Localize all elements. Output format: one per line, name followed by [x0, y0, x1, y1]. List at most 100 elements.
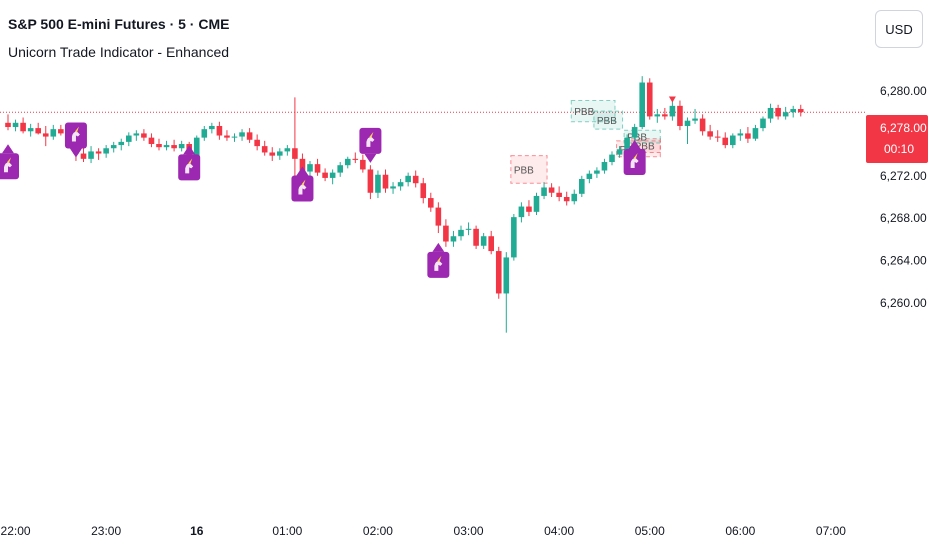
candle-body — [239, 132, 245, 137]
unicorn-icon — [298, 184, 307, 195]
candle-body — [571, 193, 578, 202]
candle-body — [322, 172, 328, 178]
candle-body — [601, 162, 608, 171]
candle-body — [80, 153, 87, 159]
marker-pointer — [69, 148, 82, 158]
unicorn-marker[interactable] — [291, 166, 314, 202]
sell-arrow-icon — [668, 96, 676, 103]
candle-body — [50, 129, 57, 137]
x-tick-label: 03:00 — [454, 524, 484, 538]
candle-body — [201, 129, 208, 138]
candle-body — [42, 133, 49, 137]
unicorn-horn — [7, 157, 11, 164]
pbb-zone — [570, 100, 616, 123]
candle-body — [88, 151, 94, 159]
candle-body — [126, 135, 132, 142]
candle-body — [790, 109, 796, 113]
candle-body — [344, 158, 351, 166]
candle-body — [594, 170, 600, 174]
candle-body — [760, 118, 766, 129]
candle-body — [118, 141, 125, 146]
candle-body — [563, 197, 570, 202]
candle-body — [141, 133, 147, 138]
candle-body — [473, 228, 479, 246]
candle-body — [503, 257, 510, 294]
current-price-label: 6,278.00 00:10 — [866, 115, 928, 163]
marker-pointer — [364, 153, 377, 163]
candle-body — [12, 122, 19, 128]
candle-body — [209, 125, 215, 130]
candle-body — [684, 120, 691, 126]
unicorn-marker[interactable] — [359, 127, 382, 163]
chart-title: S&P 500 E-mini Futures · 5 · CME — [8, 16, 230, 32]
candle-body — [730, 135, 736, 146]
unicorn-horn — [633, 153, 638, 160]
candle-body — [722, 137, 729, 146]
candle-body — [246, 132, 253, 140]
unicorn-icon — [630, 158, 639, 169]
x-tick-label: 06:00 — [725, 524, 755, 538]
candle-body — [163, 145, 170, 148]
unicorn-horn — [369, 131, 374, 138]
unicorn-icon — [434, 260, 443, 271]
candle-body — [662, 114, 668, 117]
candle-body — [284, 148, 291, 152]
candle-body — [171, 145, 177, 149]
unicorn-marker[interactable] — [623, 140, 646, 176]
pbb-zone-label: PBB — [574, 107, 594, 118]
pbb-zone — [510, 155, 548, 184]
candle-body — [5, 122, 11, 128]
y-tick-label: 6,260.00 — [880, 296, 927, 310]
candle-body — [156, 144, 162, 148]
candle-body — [148, 137, 155, 144]
candle-body — [495, 251, 502, 294]
candle-body — [27, 128, 34, 132]
candle-body — [412, 175, 419, 184]
unicorn-icon — [185, 163, 194, 174]
candle-body — [307, 164, 313, 172]
indicator-title[interactable]: Unicorn Trade Indicator - Enhanced — [8, 44, 230, 60]
candle-body — [692, 118, 698, 121]
candle-body — [541, 187, 547, 196]
currency-button[interactable]: USD — [875, 10, 923, 48]
candle-body — [797, 109, 804, 113]
candle-body — [337, 165, 343, 173]
candle-body — [382, 174, 389, 189]
marker-pointer — [183, 145, 196, 155]
unicorn-horn — [301, 179, 306, 186]
candle-body — [443, 225, 449, 242]
candle-body — [360, 159, 366, 170]
x-tick-label: 05:00 — [635, 524, 665, 538]
current-price-value: 6,278.00 — [880, 121, 927, 135]
candle-body — [737, 133, 744, 136]
candle-body — [526, 206, 532, 212]
pbb-zone-label: PBB — [635, 142, 655, 153]
unicorn-horn — [437, 255, 442, 262]
candle-body — [375, 174, 381, 193]
marker-pointer — [296, 166, 309, 176]
candle-body — [20, 122, 26, 132]
candle-body — [480, 236, 487, 246]
candle-body — [390, 186, 396, 189]
unicorn-marker[interactable] — [0, 144, 19, 180]
unicorn-marker[interactable] — [178, 145, 201, 181]
candle-body — [714, 136, 721, 138]
y-tick-label: 6,280.00 — [880, 84, 927, 98]
unicorn-marker[interactable] — [64, 122, 87, 158]
y-tick-label: 6,264.00 — [880, 254, 927, 268]
marker-pointer — [2, 144, 14, 154]
candle-body — [450, 236, 457, 242]
candle-body — [216, 125, 223, 136]
candle-body — [488, 236, 494, 252]
pbb-zone-label: PBB — [514, 165, 534, 176]
bar-countdown: 00:10 — [884, 142, 915, 156]
candle-body — [193, 137, 200, 165]
candle-body — [277, 151, 283, 156]
candle-body — [775, 107, 781, 117]
candle-body — [95, 151, 102, 154]
x-tick-label: 04:00 — [544, 524, 574, 538]
candle-body — [420, 183, 427, 199]
candle-body — [782, 112, 789, 117]
unicorn-marker[interactable] — [427, 242, 450, 278]
